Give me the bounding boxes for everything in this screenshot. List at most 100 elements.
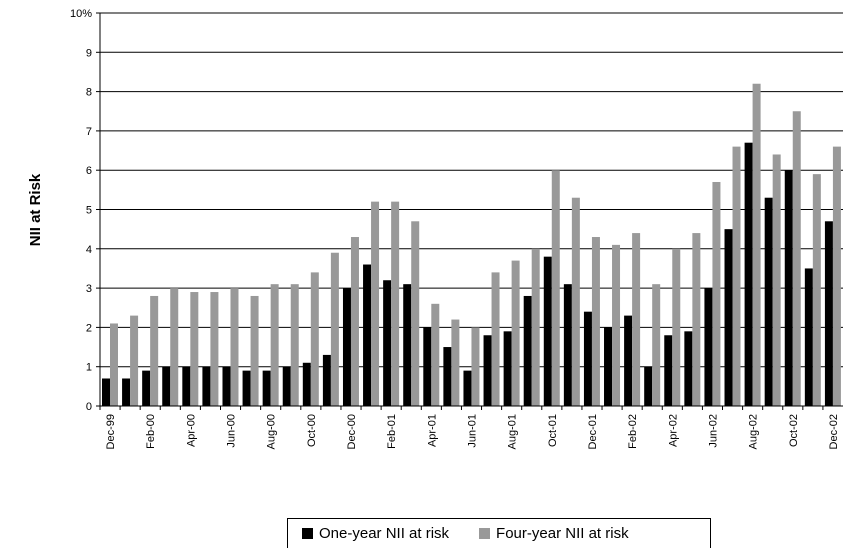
bar-four-year — [591, 237, 600, 406]
bar-one-year — [824, 221, 833, 406]
x-tick-label: Aug-02 — [748, 414, 760, 449]
y-tick-label: 9 — [86, 47, 92, 59]
legend-swatch-one-year — [302, 528, 313, 539]
bar-one-year — [664, 335, 673, 406]
bar-one-year — [583, 311, 592, 406]
x-tick-label: Feb-01 — [386, 414, 398, 449]
bar-one-year — [624, 315, 633, 406]
x-tick-label: Feb-02 — [627, 414, 639, 449]
bar-four-year — [330, 252, 339, 406]
legend-label-four-year: Four-year NII at risk — [496, 525, 629, 542]
bar-four-year — [672, 248, 681, 406]
y-tick-label: 8 — [86, 87, 92, 99]
x-tick-label: Feb-00 — [145, 414, 157, 449]
legend-swatch-four-year — [479, 528, 491, 539]
x-tick-label: Dec-00 — [346, 414, 358, 449]
bar-four-year — [130, 315, 139, 406]
bar-one-year — [162, 366, 171, 406]
x-tick-label: Apr-00 — [185, 414, 197, 447]
x-tick-label: Aug-00 — [266, 414, 278, 449]
bar-one-year — [744, 142, 753, 406]
bar-four-year — [391, 201, 400, 406]
bar-one-year — [242, 370, 251, 406]
bar-one-year — [704, 288, 713, 406]
x-tick-label: Oct-00 — [306, 414, 318, 447]
bar-four-year — [210, 292, 219, 406]
bar-four-year — [491, 272, 500, 406]
bar-one-year — [764, 197, 773, 406]
x-tick-label: Aug-01 — [507, 414, 519, 449]
bar-four-year — [832, 146, 841, 406]
bar-one-year — [142, 370, 151, 406]
bar-four-year — [772, 154, 781, 406]
bar-one-year — [102, 378, 110, 406]
x-tick-label: Dec-01 — [587, 414, 599, 449]
bar-one-year — [724, 229, 733, 406]
bar-one-year — [503, 331, 512, 406]
bar-four-year — [371, 201, 380, 406]
bar-one-year — [523, 295, 532, 406]
bar-one-year — [282, 366, 291, 406]
bar-one-year — [322, 354, 331, 406]
bar-one-year — [644, 366, 653, 406]
x-tick-label: Jun-01 — [467, 414, 479, 448]
bar-four-year — [692, 233, 701, 406]
bar-one-year — [182, 366, 191, 406]
bar-one-year — [423, 327, 432, 406]
bar-four-year — [752, 83, 761, 407]
bar-one-year — [202, 366, 211, 406]
bar-one-year — [604, 327, 613, 406]
bar-four-year — [632, 233, 641, 406]
bar-one-year — [222, 366, 231, 406]
x-tick-label: Jun-02 — [707, 414, 719, 448]
y-tick-label: 4 — [86, 244, 92, 256]
y-tick-labels: 0 1 2 3 4 5 6 7 8 9 10% — [70, 8, 92, 413]
bar-one-year — [684, 331, 693, 406]
bar-one-year — [463, 370, 472, 406]
bar-four-year — [652, 284, 661, 406]
x-tick-labels: Dec-99 Feb-00 Apr-00 Jun-00 Aug-00 Oct-00 Dec-… — [105, 414, 840, 449]
bar-one-year — [302, 362, 311, 406]
bar-one-year — [443, 347, 452, 406]
bar-four-year — [531, 248, 540, 406]
bar-one-year — [483, 335, 492, 406]
bar-one-year — [262, 370, 271, 406]
bar-one-year — [342, 288, 351, 406]
x-tick-label: Apr-01 — [426, 414, 438, 447]
y-tick-label: 6 — [86, 165, 92, 177]
bars — [102, 83, 841, 407]
bar-four-year — [612, 244, 621, 406]
x-tick-label: Oct-01 — [547, 414, 559, 447]
bar-four-year — [511, 260, 520, 406]
legend-item-four-year: Four-year NII at risk — [479, 525, 629, 542]
bar-four-year — [431, 303, 440, 406]
bar-four-year — [350, 237, 359, 406]
bar-four-year — [290, 284, 299, 406]
x-tick-label: Dec-02 — [828, 414, 840, 449]
legend-label-one-year: One-year NII at risk — [319, 525, 450, 542]
legend: One-year NII at risk Four-year NII at ri… — [287, 518, 711, 548]
bar-four-year — [732, 146, 741, 406]
legend-item-one-year: One-year NII at risk — [302, 525, 449, 542]
y-tick-label: 1 — [86, 362, 92, 374]
bar-one-year — [543, 256, 552, 406]
bar-one-year — [383, 280, 392, 406]
x-tick-label: Jun-00 — [226, 414, 238, 448]
gridlines — [100, 12, 843, 368]
bar-four-year — [250, 295, 259, 406]
bar-one-year — [784, 170, 793, 406]
y-tick-label: 3 — [86, 283, 92, 295]
bar-four-year — [150, 295, 159, 406]
bar-four-year — [551, 170, 560, 406]
bar-four-year — [170, 288, 179, 406]
x-tick-label: Apr-02 — [667, 414, 679, 447]
bar-four-year — [230, 288, 239, 406]
bar-four-year — [792, 111, 801, 406]
bar-four-year — [812, 174, 821, 406]
y-tick-label: 7 — [86, 126, 92, 138]
bar-four-year — [110, 323, 118, 406]
x-tick-label: Dec-99 — [105, 414, 117, 449]
axes — [96, 12, 843, 410]
bar-four-year — [451, 319, 460, 406]
